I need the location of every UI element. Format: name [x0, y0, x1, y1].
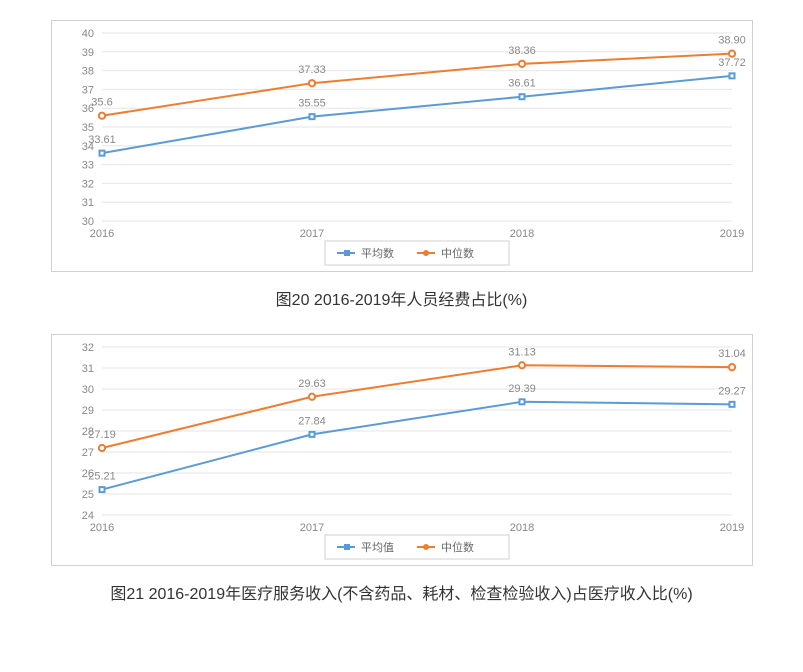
svg-text:31.04: 31.04	[718, 348, 746, 360]
svg-text:2017: 2017	[299, 522, 323, 534]
svg-text:24: 24	[81, 510, 93, 522]
svg-text:2017: 2017	[299, 228, 323, 240]
svg-text:27.84: 27.84	[298, 415, 326, 427]
svg-text:29.63: 29.63	[298, 378, 326, 390]
svg-text:29.27: 29.27	[718, 385, 746, 397]
svg-text:40: 40	[81, 28, 93, 40]
svg-text:31: 31	[81, 197, 93, 209]
svg-text:38.36: 38.36	[508, 45, 536, 57]
svg-text:33: 33	[81, 160, 93, 172]
svg-text:2018: 2018	[509, 228, 533, 240]
svg-text:29: 29	[81, 405, 93, 417]
svg-text:25: 25	[81, 489, 93, 501]
svg-text:38: 38	[81, 66, 93, 78]
svg-text:35: 35	[81, 122, 93, 134]
svg-text:平均数: 平均数	[361, 247, 394, 260]
svg-text:37.33: 37.33	[298, 64, 326, 76]
svg-text:平均值: 平均值	[361, 541, 394, 554]
svg-text:31.13: 31.13	[508, 346, 536, 358]
svg-text:32: 32	[81, 342, 93, 354]
chart-1-container: 3031323334353637383940201620172018201933…	[51, 20, 753, 272]
svg-text:2016: 2016	[89, 228, 113, 240]
chart-2-container: 242526272829303132201620172018201925.212…	[51, 334, 753, 566]
svg-text:39: 39	[81, 47, 93, 59]
svg-text:35.6: 35.6	[91, 97, 112, 109]
svg-text:38.90: 38.90	[718, 35, 746, 47]
svg-text:31: 31	[81, 363, 93, 375]
svg-text:30: 30	[81, 216, 93, 228]
svg-text:2019: 2019	[719, 228, 743, 240]
chart-2-svg: 242526272829303132201620172018201925.212…	[52, 335, 752, 565]
svg-text:37.72: 37.72	[718, 57, 746, 69]
chart-1-svg: 3031323334353637383940201620172018201933…	[52, 21, 752, 271]
svg-text:30: 30	[81, 384, 93, 396]
svg-text:27: 27	[81, 447, 93, 459]
chart-1-caption: 图20 2016-2019年人员经费占比(%)	[20, 286, 783, 310]
svg-text:2018: 2018	[509, 522, 533, 534]
svg-text:32: 32	[81, 178, 93, 190]
svg-text:中位数: 中位数	[441, 540, 474, 554]
svg-text:2016: 2016	[89, 522, 113, 534]
svg-text:33.61: 33.61	[88, 134, 116, 146]
svg-text:36.61: 36.61	[508, 78, 536, 90]
svg-text:2019: 2019	[719, 522, 743, 534]
svg-text:37: 37	[81, 84, 93, 96]
svg-text:27.19: 27.19	[88, 429, 116, 441]
chart-2-caption: 图21 2016-2019年医疗服务收入(不含药品、耗材、检查检验收入)占医疗收…	[20, 580, 783, 604]
svg-text:25.21: 25.21	[88, 471, 116, 483]
svg-text:35.55: 35.55	[298, 98, 326, 110]
svg-text:29.39: 29.39	[508, 383, 536, 395]
svg-text:中位数: 中位数	[441, 246, 474, 260]
